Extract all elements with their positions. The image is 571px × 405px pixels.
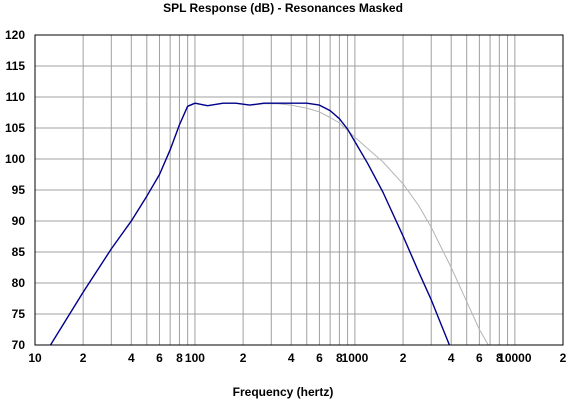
series-line-0 [49,102,451,345]
x-tick-label: 2 [400,351,407,365]
plot-frame [34,34,564,346]
x-tick-label: 4 [288,351,295,365]
y-tick-label: 95 [12,183,26,197]
x-tick-label: 6 [156,351,163,365]
x-tick-label: 8 [176,351,183,365]
x-tick-label: 2 [80,351,87,365]
y-tick-label: 110 [6,90,26,104]
x-tick-label: 10 [28,351,42,365]
chart-title: SPL Response (dB) - Resonances Masked [163,1,403,15]
x-tick-label: 8 [336,351,343,365]
x-tick-label: 6 [476,351,483,365]
y-tick-label: 115 [6,59,26,73]
y-tick-label: 80 [12,276,26,290]
y-tick-label: 90 [12,214,26,228]
y-tick-label: 85 [12,245,26,259]
y-tick-label: 70 [12,338,26,352]
x-tick-label: 4 [448,351,455,365]
x-tick-label: 2 [240,351,247,365]
series-layer [49,102,489,345]
x-tick-label: 2 [560,351,567,365]
x-tick-label: 1000 [342,351,369,365]
y-tick-labels: 120 115 110 105 100 95 90 85 80 75 70 [5,28,25,352]
y-tick-label: 120 [5,28,25,42]
x-tick-label: 6 [316,351,323,365]
y-tick-label: 100 [5,152,25,166]
x-axis-label: Frequency (hertz) [233,385,334,399]
grid [35,35,563,345]
x-tick-label: 8 [496,351,503,365]
x-tick-label: 10000 [498,351,532,365]
x-tick-label: 4 [128,351,135,365]
x-tick-label: 100 [185,351,205,365]
y-tick-label: 75 [12,307,26,321]
y-tick-label: 105 [5,121,25,135]
